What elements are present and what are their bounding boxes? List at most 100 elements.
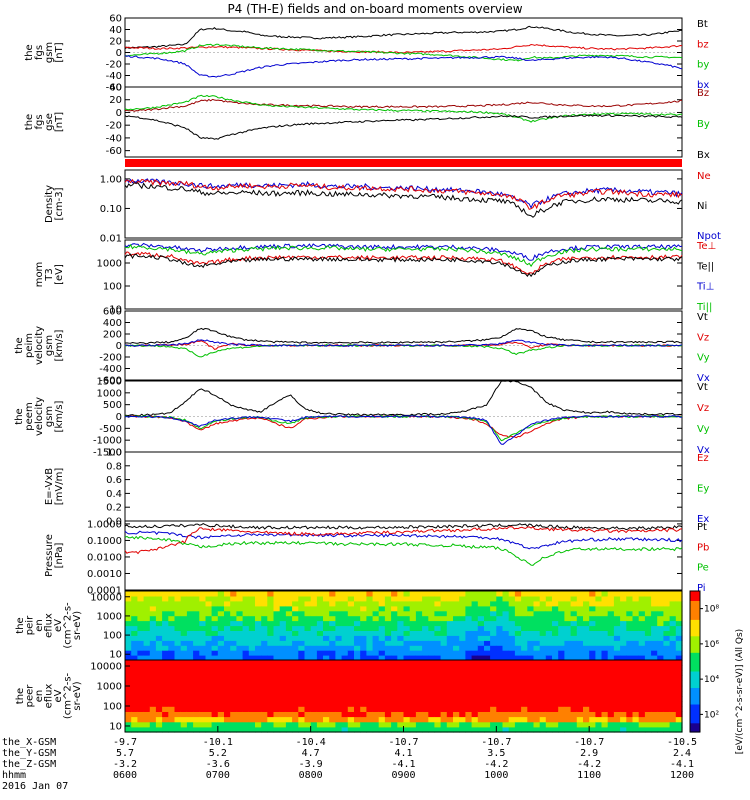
spectrogram-cell xyxy=(613,726,621,733)
y-axis-label-line: eflux xyxy=(44,684,55,709)
spectrogram-cell xyxy=(415,680,423,687)
colorbar-step xyxy=(690,673,700,677)
spectrogram-cell xyxy=(663,610,671,617)
spectrogram-cell xyxy=(366,595,374,602)
spectrogram-cell xyxy=(186,711,194,718)
spectrogram-cell xyxy=(125,675,132,682)
spectrogram-cell xyxy=(663,635,671,641)
spectrogram-cell xyxy=(316,650,324,656)
spectrogram-cell xyxy=(583,726,590,733)
spectrogram-cell xyxy=(211,630,219,636)
spectrogram-cell xyxy=(347,591,355,597)
spectrogram-cell xyxy=(663,706,671,712)
spectrogram-cell xyxy=(155,721,163,728)
spectrogram-cell xyxy=(236,655,244,661)
spectrogram-cell xyxy=(323,726,330,733)
spectrogram-cell xyxy=(168,635,176,641)
spectrogram-cell xyxy=(564,685,572,692)
spectrogram-cell xyxy=(496,655,504,661)
spectrogram-cell xyxy=(180,726,188,733)
spectrogram-cell xyxy=(484,630,491,636)
spectrogram-cell xyxy=(669,655,677,661)
spectrogram-cell xyxy=(335,721,343,728)
spectrogram-cell xyxy=(391,605,398,612)
spectrogram-cell xyxy=(657,660,664,666)
spectrogram-cell xyxy=(459,660,466,666)
spectrogram-cell xyxy=(193,696,200,702)
spectrogram-cell xyxy=(453,605,460,612)
spectrogram-cell xyxy=(570,655,578,661)
spectrogram-cell xyxy=(397,595,405,602)
spectrogram-cell xyxy=(576,706,584,712)
spectrogram-cell xyxy=(347,600,355,607)
spectrogram-cell xyxy=(477,591,485,597)
spectrogram-cell xyxy=(217,635,225,641)
spectrogram-cell xyxy=(354,591,361,597)
spectrogram-cell xyxy=(422,620,429,627)
spectrogram-cell xyxy=(298,650,306,656)
y-axis-label-line: the xyxy=(24,44,35,60)
spectrogram-cell xyxy=(323,716,330,723)
spectrogram-cell xyxy=(644,635,652,641)
spectrogram-cell xyxy=(595,600,603,607)
spectrogram-cell xyxy=(570,600,578,607)
spectrogram-cell xyxy=(638,701,646,707)
spectrogram-cell xyxy=(242,696,250,702)
spectrogram-cell xyxy=(347,701,355,707)
spectrogram-cell xyxy=(607,620,615,627)
spectrogram-cell xyxy=(453,711,460,718)
spectrogram-cell xyxy=(533,620,541,627)
spectrogram-cell xyxy=(242,721,250,728)
spectrogram-cell xyxy=(508,650,516,656)
spectrogram-cell xyxy=(131,670,138,676)
spectrogram-cell xyxy=(273,615,281,622)
spectrogram-cell xyxy=(539,625,547,631)
spectrogram-cell xyxy=(527,701,535,707)
spectrogram-cell xyxy=(205,605,213,612)
spectrogram-cell xyxy=(651,630,658,636)
spectrogram-cell xyxy=(285,595,293,602)
spectrogram-cell xyxy=(125,655,132,661)
spectrogram-cell xyxy=(255,595,262,602)
spectrogram-cell xyxy=(316,716,324,723)
spectrogram-cell xyxy=(620,716,627,723)
spectrogram-cell xyxy=(310,591,318,597)
spectrogram-cell xyxy=(230,655,237,661)
spectrogram-cell xyxy=(211,645,219,651)
spectrogram-cell xyxy=(601,665,609,671)
spectrogram-cell xyxy=(285,605,293,612)
spectrogram-cell xyxy=(248,721,256,728)
spectrogram-cell xyxy=(137,615,145,622)
spectrogram-cell xyxy=(644,680,652,687)
spectrogram-cell xyxy=(403,645,411,651)
spectrogram-cell xyxy=(576,615,584,622)
spectrogram-cell xyxy=(644,610,652,617)
spectrogram-cell xyxy=(595,610,603,617)
spectrogram-cell xyxy=(242,620,250,627)
spectrogram-cell xyxy=(626,591,634,597)
spectrogram-cell xyxy=(453,645,460,651)
spectrogram-cell xyxy=(273,650,281,656)
spectrogram-cell xyxy=(131,625,138,631)
spectrogram-cell xyxy=(490,620,497,627)
spectrogram-cell xyxy=(354,595,361,602)
spectrogram-cell xyxy=(304,600,312,607)
spectrogram-cell xyxy=(267,665,275,671)
spectrogram-cell xyxy=(477,665,485,671)
spectrogram-cell xyxy=(131,696,138,702)
spectrogram-cell xyxy=(323,655,330,661)
y-axis-label-line: [km/s] xyxy=(54,329,65,361)
spectrogram-cell xyxy=(644,726,652,733)
spectrogram-cell xyxy=(329,711,336,718)
spectrogram-cell xyxy=(304,625,312,631)
spectrogram-cell xyxy=(434,660,442,666)
spectrogram-cell xyxy=(137,706,145,712)
spectrogram-cell xyxy=(236,650,244,656)
spectrogram-cell xyxy=(267,650,275,656)
x-tick-label: -4.1 xyxy=(670,759,694,770)
spectrogram-cell xyxy=(397,706,405,712)
spectrogram-cell xyxy=(267,721,275,728)
spectrogram-cell xyxy=(205,610,213,617)
spectrogram-cell xyxy=(583,680,590,687)
spectrogram-cell xyxy=(558,726,565,733)
